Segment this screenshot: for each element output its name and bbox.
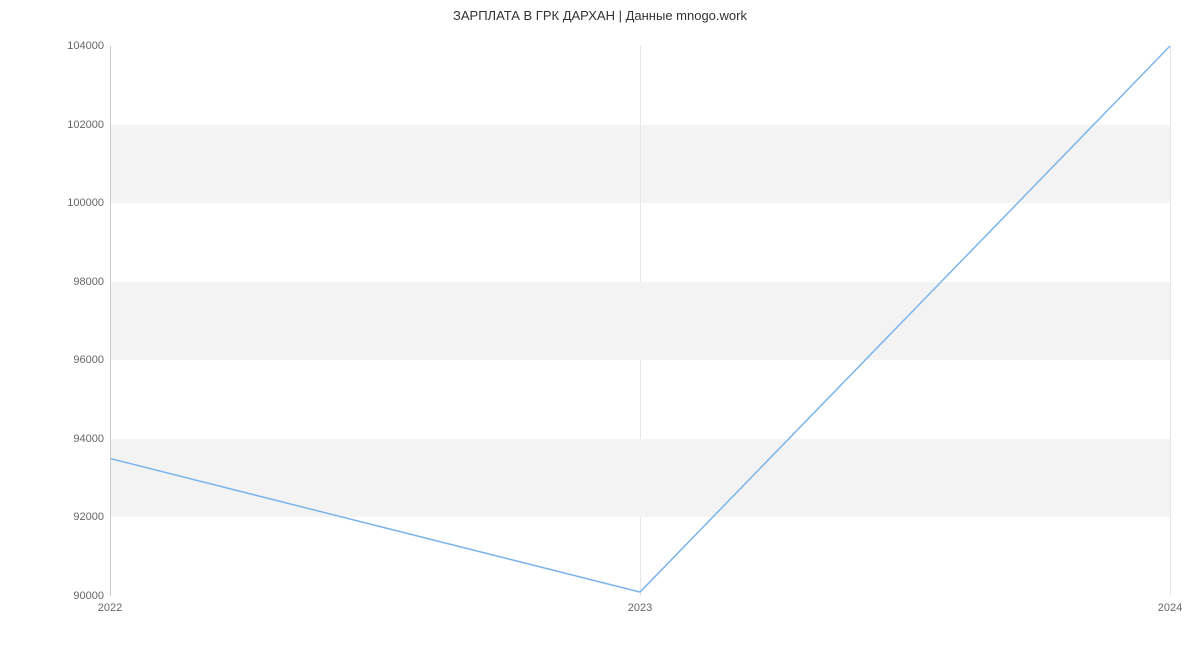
line-series bbox=[110, 46, 1170, 596]
x-tick-label: 2024 bbox=[1158, 602, 1182, 614]
series-line-salary bbox=[110, 46, 1170, 592]
y-tick-label: 92000 bbox=[73, 511, 104, 523]
chart-title: ЗАРПЛАТА В ГРК ДАРХАН | Данные mnogo.wor… bbox=[0, 8, 1200, 23]
y-tick-label: 100000 bbox=[67, 197, 104, 209]
x-gridline bbox=[1170, 46, 1171, 596]
x-tick-label: 2023 bbox=[628, 602, 652, 614]
y-tick-label: 104000 bbox=[67, 40, 104, 52]
y-tick-label: 98000 bbox=[73, 276, 104, 288]
y-tick-label: 96000 bbox=[73, 354, 104, 366]
plot-area bbox=[110, 46, 1170, 596]
y-tick-label: 90000 bbox=[73, 590, 104, 602]
y-tick-label: 102000 bbox=[67, 119, 104, 131]
y-axis-line bbox=[110, 46, 111, 596]
x-tick-label: 2022 bbox=[98, 602, 122, 614]
salary-chart: ЗАРПЛАТА В ГРК ДАРХАН | Данные mnogo.wor… bbox=[0, 0, 1200, 650]
y-tick-label: 94000 bbox=[73, 433, 104, 445]
